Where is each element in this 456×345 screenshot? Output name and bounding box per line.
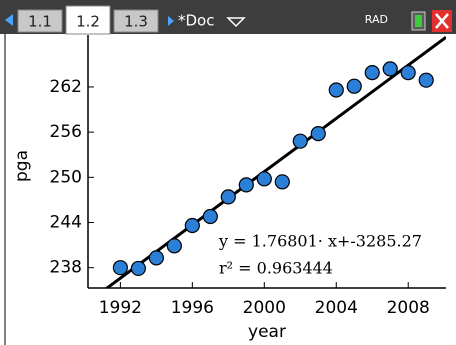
x-tick-label: 1992	[99, 298, 142, 318]
data-point	[203, 209, 217, 223]
screen: 1.1 1.2 1.3 *Doc RAD 238 244 250 256 262 1992 19…	[0, 0, 456, 345]
battery-level	[415, 15, 422, 27]
data-point	[239, 178, 253, 192]
data-point	[347, 79, 361, 93]
y-axis-label: pga	[12, 150, 32, 182]
data-point	[113, 261, 127, 275]
data-point	[131, 261, 145, 275]
tab-label[interactable]: 1.2	[76, 13, 100, 31]
y-tick-label: 256	[50, 122, 82, 142]
tab-label[interactable]: 1.3	[124, 13, 148, 31]
regression-equation: y = 1.76801· x+-3285.27	[218, 232, 422, 251]
y-tick-label: 250	[50, 167, 82, 187]
x-axis-label: year	[248, 322, 286, 342]
y-tick-label: 238	[50, 258, 82, 278]
tab-label[interactable]: 1.1	[28, 13, 52, 31]
battery	[412, 12, 425, 30]
data-point	[401, 66, 415, 80]
data-point	[185, 219, 199, 233]
x-tick-label: 2004	[315, 298, 358, 318]
data-point	[149, 251, 163, 265]
data-point	[383, 62, 397, 76]
data-point	[221, 190, 235, 204]
x-tick-label: 2000	[243, 298, 286, 318]
x-tick-label: 1996	[171, 298, 214, 318]
y-tick-label: 244	[50, 212, 82, 232]
data-point	[275, 175, 289, 189]
y-tick-label: 262	[50, 77, 82, 97]
angle-mode: RAD	[365, 13, 388, 26]
document-name[interactable]: *Doc	[178, 12, 214, 30]
data-point	[419, 73, 433, 87]
r-squared: r² = 0.963444	[219, 259, 333, 278]
x-tick-label: 2008	[387, 298, 430, 318]
data-point	[167, 239, 181, 253]
data-point	[365, 66, 379, 80]
data-point	[257, 172, 271, 186]
data-point	[293, 134, 307, 148]
data-point	[329, 83, 343, 97]
data-point	[311, 127, 325, 141]
